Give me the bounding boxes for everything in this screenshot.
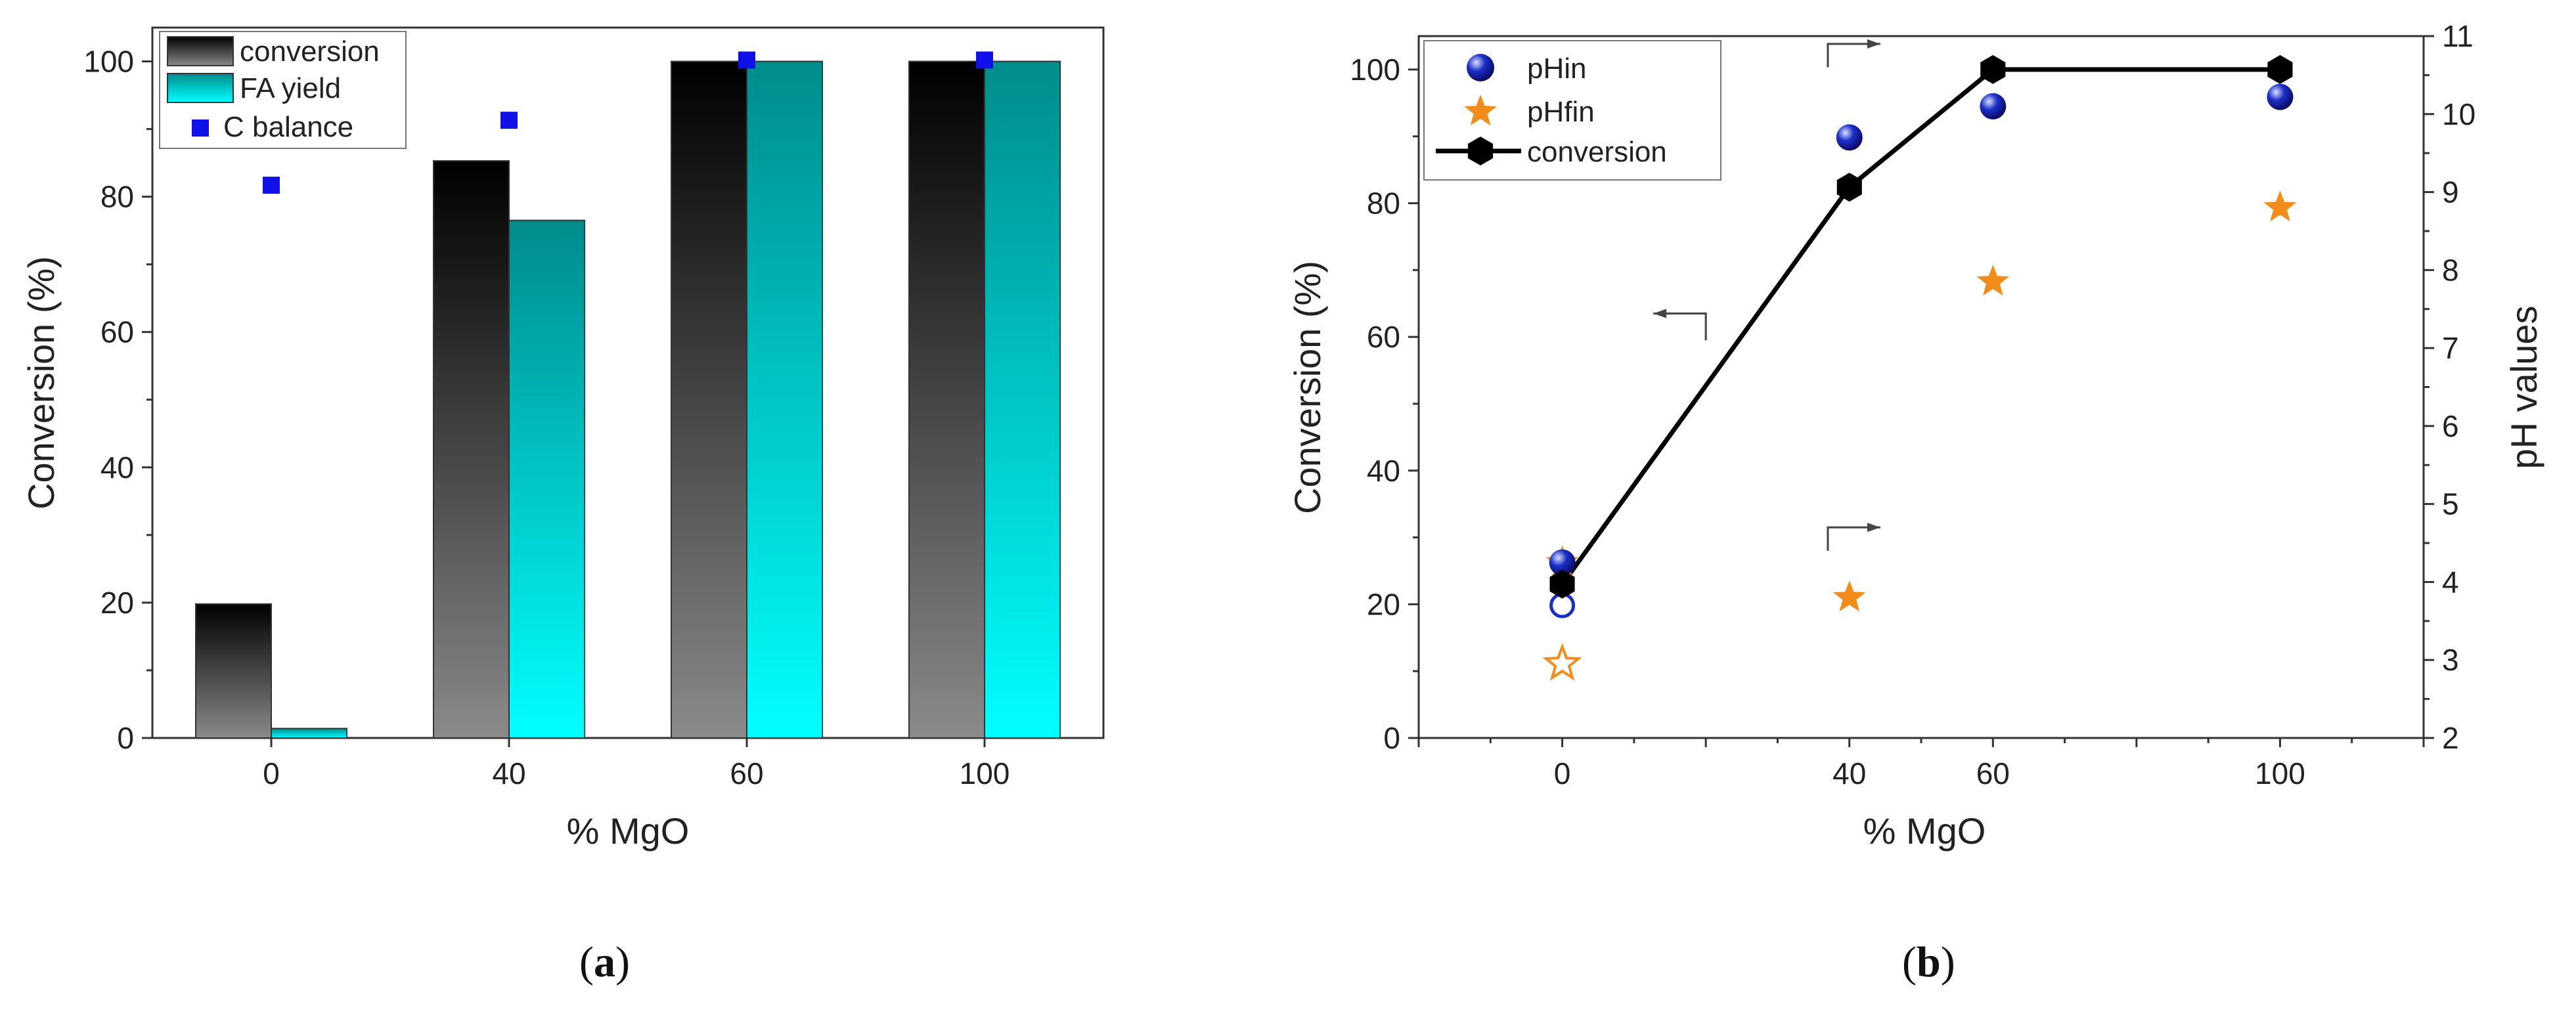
a-x-tick-label-40: 40 (492, 756, 525, 790)
bar-conversion-40 (433, 160, 510, 739)
b-y-tick-label-60: 60 (1367, 320, 1400, 354)
point-phin-40 (1836, 124, 1863, 151)
panel-a-y-axis: 0 20 40 60 80 100 (83, 45, 152, 755)
point-phin-100 (2267, 83, 2294, 110)
panel-a-x-axis: 0 40 60 100 (263, 738, 1010, 790)
a-y-tick-label-80: 80 (100, 180, 134, 214)
point-conversion-100 (2267, 54, 2293, 84)
b-x-tick-label-100: 100 (2255, 756, 2305, 790)
arrow-head-1 (1867, 39, 1880, 49)
panel-a-legend: conversion FA yield C balance (159, 31, 407, 149)
b-x-tick-label-60: 60 (1976, 756, 2010, 790)
panel-b-ph-points (1542, 54, 2297, 681)
panel-a-letter: a (594, 938, 615, 986)
point-phfin-100 (2263, 190, 2297, 222)
legend-conversion-label-b: conversion (1527, 136, 1667, 168)
panel-b-caption: (b) (1902, 938, 1955, 986)
a-x-tick-label-60: 60 (730, 756, 763, 790)
point-conversion-40 (1836, 173, 1862, 202)
b-x-tick-label-0: 0 (1554, 756, 1571, 790)
a-y-tick-label-60: 60 (100, 315, 134, 349)
arrow-right-1 (1827, 43, 1880, 68)
panel-b-y-label: Conversion (%) (1287, 261, 1328, 514)
panel-b-conversion-series (1560, 67, 2280, 586)
b-y-tick-label-100: 100 (1350, 53, 1400, 87)
b-y-tick-label-0: 0 (1383, 721, 1400, 755)
legend-fa-yield-label: FA yield (240, 72, 341, 104)
point-conversion-60 (1980, 54, 2006, 84)
b-y2-tick-label-5: 5 (2442, 487, 2459, 521)
panel-b-chart: 0 20 40 60 80 100 2 3 4 5 6 7 8 9 10 11 0 40 60 100 % MgO… (1287, 19, 2544, 986)
b-y2-tick-label-9: 9 (2442, 175, 2459, 209)
a-y-tick-label-40: 40 (100, 450, 134, 485)
point-phfin-open (1542, 643, 1582, 681)
arrow-head-2 (1867, 523, 1880, 532)
arrow-right-2 (1827, 526, 1880, 551)
bar-conversion-100 (908, 60, 985, 739)
a-y-tick-label-0: 0 (117, 721, 134, 755)
panel-b-x-label: % MgO (1863, 810, 1986, 852)
point-c-balance-60 (738, 51, 755, 69)
b-conversion-line (1560, 67, 2280, 586)
panel-b-x-axis: 0 40 60 100 (1417, 738, 2425, 790)
legend-phin-marker (1467, 54, 1494, 81)
b-y-tick-label-20: 20 (1367, 587, 1400, 621)
legend-conversion-marker (1467, 137, 1494, 165)
point-phfin-40 (1833, 580, 1866, 612)
panel-b-letter: b (1917, 938, 1941, 986)
legend-phfin-marker (1464, 95, 1497, 125)
bar-conversion-0 (195, 603, 272, 739)
panel-a-x-label: % MgO (567, 810, 690, 852)
point-c-balance-0 (263, 177, 280, 194)
legend-c-balance-marker (192, 119, 209, 137)
panel-b-left-y-axis: 0 20 40 60 80 100 (1350, 53, 1419, 755)
point-phin-60 (1980, 93, 2007, 119)
panel-a-caption: (a) (579, 938, 630, 986)
a-x-tick-label-100: 100 (960, 756, 1010, 790)
b-y2-tick-label-8: 8 (2442, 253, 2459, 287)
legend-fa-yield-swatch (167, 73, 234, 103)
b-y2-tick-label-3: 3 (2442, 643, 2459, 677)
panel-b-legend: pHin pHfin conversion (1423, 40, 1721, 181)
b-y2-tick-label-6: 6 (2442, 409, 2459, 443)
b-y-tick-label-80: 80 (1367, 186, 1400, 221)
arrow-left-0 (1653, 313, 1707, 341)
bar-conversion-60 (671, 60, 747, 739)
point-phin-0 (1549, 549, 1576, 576)
bar-fa-yield-60 (746, 60, 823, 739)
point-phfin-60 (1976, 265, 2009, 296)
point-c-balance-40 (500, 112, 518, 129)
arrow-head-0 (1653, 309, 1667, 318)
a-y-tick-label-20: 20 (100, 586, 134, 620)
panel-a-bars (195, 60, 1061, 739)
panel-a-plot-frame (151, 26, 1105, 739)
legend-conversion-swatch (167, 36, 234, 66)
a-x-tick-label-0: 0 (263, 756, 280, 790)
b-y-tick-label-40: 40 (1367, 454, 1400, 488)
legend-phin-label: pHin (1527, 53, 1587, 85)
b-y2-tick-label-7: 7 (2442, 331, 2459, 365)
legend-c-balance-label: C balance (223, 111, 353, 143)
point-conversion-0 (1549, 569, 1575, 599)
bar-fa-yield-0 (271, 727, 347, 739)
bar-fa-yield-40 (508, 219, 585, 739)
point-c-balance-100 (976, 51, 993, 69)
a-y-tick-label-100: 100 (83, 45, 134, 79)
panel-b-axis-arrows (1653, 39, 1880, 551)
b-y2-tick-label-11: 11 (2442, 19, 2474, 53)
panel-a-chart: 0 20 40 60 80 100 0 40 60 100 % MgO Conversion (… (20, 26, 1105, 986)
b-x-tick-label-40: 40 (1832, 756, 1866, 790)
legend-phfin-label: pHfin (1527, 96, 1595, 128)
panel-a-c-balance-points (263, 51, 993, 194)
panel-b-right-y-axis: 2 3 4 5 6 7 8 9 10 11 (2424, 19, 2476, 755)
panel-b-y2-label: pH values (2503, 305, 2544, 469)
b-y2-tick-label-10: 10 (2442, 97, 2476, 131)
b-y2-tick-label-4: 4 (2442, 565, 2459, 599)
b-y2-tick-label-2: 2 (2442, 721, 2459, 755)
panel-a-y-label: Conversion (%) (20, 256, 62, 509)
legend-conversion-label: conversion (240, 35, 380, 68)
bar-fa-yield-100 (984, 60, 1061, 739)
